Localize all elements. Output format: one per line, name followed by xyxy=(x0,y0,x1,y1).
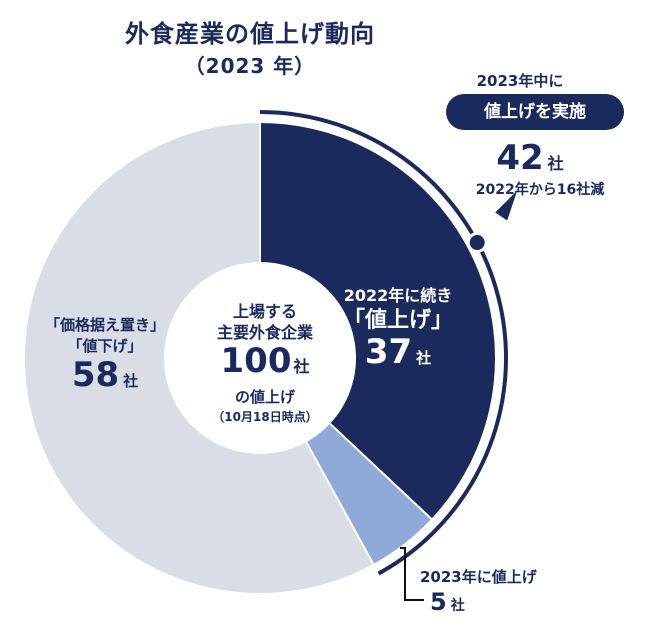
callout-head: 2023年中に xyxy=(476,72,564,90)
callout-count-value: 42 xyxy=(496,138,544,178)
callout-count-unit: 社 xyxy=(547,154,564,173)
blue-slice-count-value: 5 xyxy=(430,588,447,616)
gray-slice-count: 58 社 xyxy=(30,355,180,395)
highlight-arc xyxy=(259,110,508,576)
blue-slice-leader-line xyxy=(400,547,424,601)
gray-slice-tag2: 「値下げ」 xyxy=(67,337,143,355)
center-line4: （10月18日時点） xyxy=(212,410,318,424)
callout-marker-dot xyxy=(466,232,488,254)
center-count-unit: 社 xyxy=(293,357,310,376)
center-count: 100 社 xyxy=(190,341,340,381)
center-line1: 上場する xyxy=(232,302,297,321)
slice-navy xyxy=(259,120,497,521)
gray-slice-tag1: 「価格据え置き」 xyxy=(44,316,165,334)
chart-subtitle: （2023 年） xyxy=(184,54,316,78)
gray-slice-count-value: 58 xyxy=(71,355,120,395)
center-count-value: 100 xyxy=(220,341,292,381)
navy-slice-note: 2022年に続き xyxy=(343,286,453,305)
navy-slice-count-value: 37 xyxy=(364,332,413,372)
navy-slice-tag: 「値上げ」 xyxy=(342,308,453,333)
callout-pointer xyxy=(495,190,518,221)
navy-slice-count-unit: 社 xyxy=(416,349,432,367)
chart-title: 外食産業の値上げ動向 xyxy=(125,20,375,48)
blue-slice-count-unit: 社 xyxy=(450,598,465,614)
callout-count: 42 社 xyxy=(470,138,590,178)
blue-slice-head: 2023年に値上げ xyxy=(420,568,537,586)
center-line3: の値上げ xyxy=(234,388,295,406)
navy-slice-count: 37 社 xyxy=(318,332,478,372)
center-hole xyxy=(164,262,356,454)
gray-slice-count-unit: 社 xyxy=(123,372,139,390)
callout-sub: 2022年から16社減 xyxy=(475,182,605,198)
callout-pill: 値上げを実施 xyxy=(446,94,624,130)
center-line2: 主要外食企業 xyxy=(216,323,313,342)
